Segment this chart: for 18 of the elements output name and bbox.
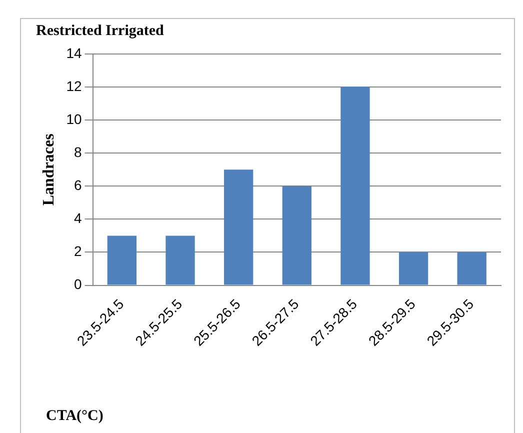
y-tick-label: 14 bbox=[66, 44, 82, 61]
bar bbox=[340, 87, 370, 285]
y-tick-label: 8 bbox=[74, 144, 82, 160]
bar bbox=[398, 252, 428, 285]
y-tick-label: 12 bbox=[66, 78, 82, 94]
y-tick-label: 2 bbox=[74, 243, 82, 260]
bar bbox=[107, 236, 137, 285]
bar bbox=[166, 236, 195, 285]
bar bbox=[224, 170, 254, 285]
y-tick-label: 6 bbox=[74, 177, 82, 194]
y-tick-label: 0 bbox=[74, 276, 82, 292]
y-tick-label: 4 bbox=[74, 210, 82, 226]
chart-title: Restricted Irrigated bbox=[36, 22, 165, 39]
y-axis-title: Landraces bbox=[40, 134, 58, 206]
bar bbox=[457, 252, 486, 285]
x-axis-title: CTA(°C) bbox=[46, 408, 104, 425]
bar bbox=[282, 186, 312, 285]
y-tick-label: 10 bbox=[66, 110, 82, 127]
